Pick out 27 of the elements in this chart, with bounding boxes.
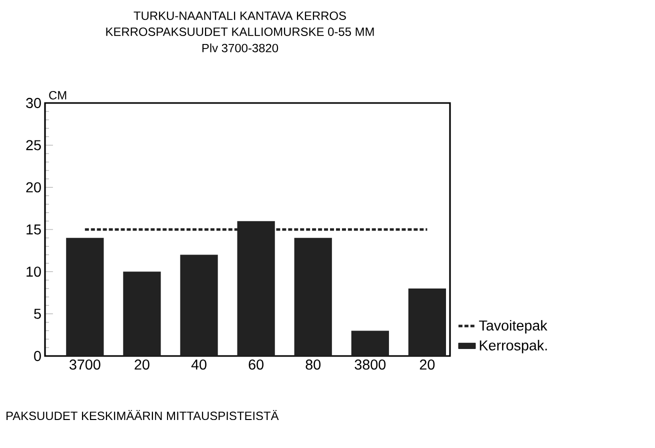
y-axis-title: CM <box>49 91 66 100</box>
legend-label: Kerrospak. <box>480 340 547 354</box>
text: Plv 3700-3820 <box>202 44 278 52</box>
chart-subtitle: KERROSPAKSUUDET KALLIOMURSKE 0-55 MM <box>106 28 374 36</box>
x-tick-label: 3800 <box>354 360 386 370</box>
bar <box>123 272 161 356</box>
bar <box>180 254 218 356</box>
chart-title: TURKU-NAANTALI KANTAVA KERROS <box>134 12 346 20</box>
y-tick-label: 15 <box>26 224 41 235</box>
x-tick-label: 20 <box>420 360 435 370</box>
text: PAKSUUDET KESKIMÄÄRIN MITTAUSPISTEISTÄ <box>6 410 279 420</box>
y-tick-label: 10 <box>26 266 41 277</box>
bar <box>408 288 446 356</box>
y-tick-label: 5 <box>34 308 41 319</box>
y-tick-label: 30 <box>26 98 41 108</box>
bar <box>351 330 389 356</box>
x-tick-label: 20 <box>134 360 150 370</box>
bar <box>294 238 332 356</box>
y-tick-label: 0 <box>34 350 41 362</box>
y-tick-label: 20 <box>26 182 41 192</box>
legend-label: Tavoitepak <box>479 320 548 334</box>
x-tick-label: 60 <box>248 360 264 370</box>
x-tick-label: 3700 <box>70 360 100 370</box>
y-tick-label: 25 <box>26 140 41 150</box>
bar <box>66 238 104 356</box>
x-tick-label: 40 <box>191 360 206 370</box>
x-tick-label: 80 <box>306 360 321 370</box>
